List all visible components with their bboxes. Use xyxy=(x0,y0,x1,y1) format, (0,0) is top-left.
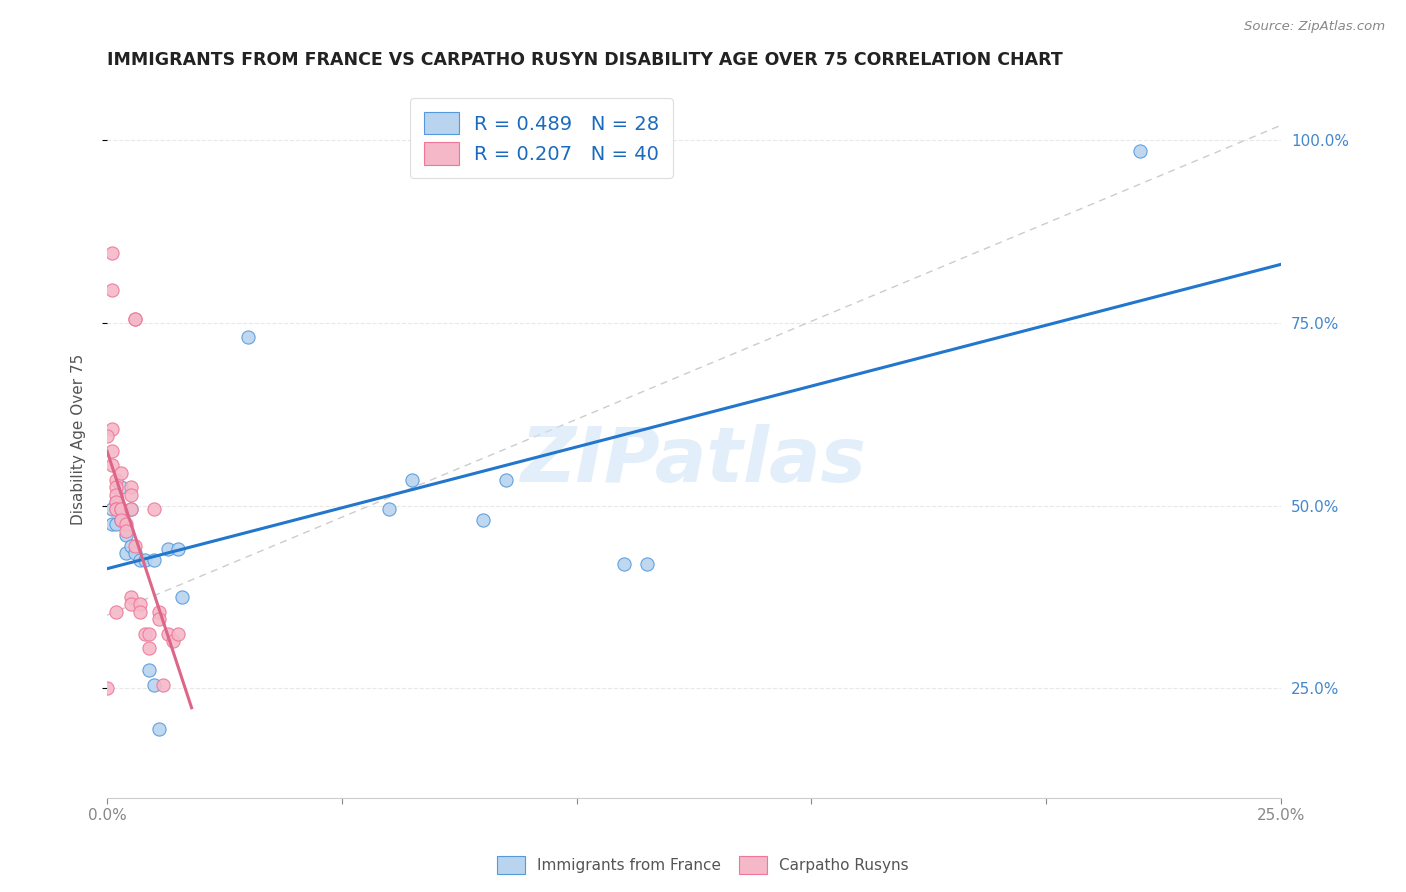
Point xyxy=(148,612,170,626)
Point xyxy=(120,480,142,494)
Point xyxy=(124,312,146,326)
Point xyxy=(105,495,128,509)
Point xyxy=(120,539,142,553)
Point xyxy=(100,443,122,458)
Point xyxy=(471,513,494,527)
Point xyxy=(120,487,142,501)
Point xyxy=(100,516,122,531)
Point xyxy=(148,722,170,736)
Point xyxy=(105,487,128,501)
Point xyxy=(120,502,142,516)
Point xyxy=(1129,144,1152,158)
Point xyxy=(115,524,138,538)
Point xyxy=(105,502,128,516)
Point xyxy=(110,480,132,494)
Point xyxy=(162,633,184,648)
Legend: Immigrants from France, Carpatho Rusyns: Immigrants from France, Carpatho Rusyns xyxy=(491,850,915,880)
Point xyxy=(105,502,128,516)
Point xyxy=(143,553,166,567)
Point xyxy=(134,626,156,640)
Point xyxy=(124,539,146,553)
Point xyxy=(143,678,166,692)
Point xyxy=(166,626,188,640)
Point xyxy=(129,553,152,567)
Point xyxy=(110,502,132,516)
Point xyxy=(100,283,122,297)
Point xyxy=(124,312,146,326)
Text: ZIPatlas: ZIPatlas xyxy=(522,425,868,499)
Point xyxy=(134,553,156,567)
Point xyxy=(143,502,166,516)
Point xyxy=(236,330,259,344)
Point xyxy=(115,516,138,531)
Point xyxy=(148,605,170,619)
Point xyxy=(105,480,128,494)
Point xyxy=(129,605,152,619)
Point xyxy=(120,502,142,516)
Point xyxy=(115,528,138,542)
Point xyxy=(105,605,128,619)
Legend: R = 0.489   N = 28, R = 0.207   N = 40: R = 0.489 N = 28, R = 0.207 N = 40 xyxy=(411,98,673,178)
Point xyxy=(129,597,152,611)
Point xyxy=(115,546,138,560)
Point xyxy=(110,502,132,516)
Point xyxy=(166,542,188,557)
Point xyxy=(613,557,636,571)
Point xyxy=(105,516,128,531)
Point xyxy=(120,597,142,611)
Point xyxy=(138,641,160,656)
Point xyxy=(96,429,118,443)
Point xyxy=(157,542,180,557)
Point xyxy=(138,626,160,640)
Point xyxy=(100,502,122,516)
Point xyxy=(378,502,401,516)
Point xyxy=(636,557,658,571)
Point xyxy=(100,458,122,473)
Point xyxy=(120,590,142,604)
Point xyxy=(110,466,132,480)
Point xyxy=(157,626,180,640)
Point xyxy=(105,473,128,487)
Point xyxy=(105,495,128,509)
Point xyxy=(495,473,517,487)
Point xyxy=(100,422,122,436)
Point xyxy=(100,246,122,260)
Text: Source: ZipAtlas.com: Source: ZipAtlas.com xyxy=(1244,20,1385,33)
Point xyxy=(152,678,174,692)
Point xyxy=(124,546,146,560)
Point xyxy=(110,513,132,527)
Point xyxy=(96,681,118,696)
Y-axis label: Disability Age Over 75: Disability Age Over 75 xyxy=(72,354,86,525)
Point xyxy=(138,663,160,677)
Point xyxy=(401,473,423,487)
Point xyxy=(172,590,194,604)
Text: IMMIGRANTS FROM FRANCE VS CARPATHO RUSYN DISABILITY AGE OVER 75 CORRELATION CHAR: IMMIGRANTS FROM FRANCE VS CARPATHO RUSYN… xyxy=(107,51,1063,69)
Point xyxy=(110,513,132,527)
